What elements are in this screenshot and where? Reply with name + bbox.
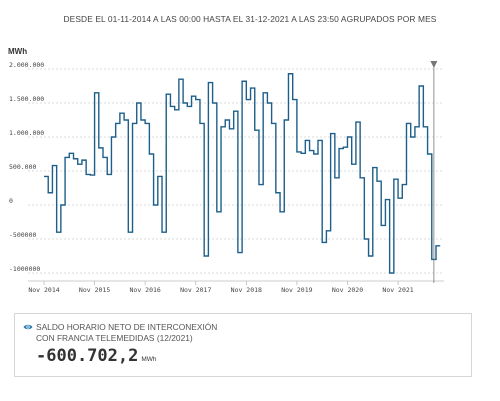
line-chart[interactable]: 2.000.000 1.500.000 1.000.000 500.000 0 -5000…	[0, 0, 500, 300]
x-tick-label: Nov 2014	[28, 286, 59, 294]
series-line	[44, 73, 441, 274]
info-title-line-1: SALDO HORARIO NETO DE INTERCONEXIÓN	[36, 322, 218, 332]
info-value: -600.702,2 MWh	[36, 346, 157, 366]
y-tick-label: 1.000.000	[9, 129, 44, 137]
y-tick-label: 0	[9, 197, 13, 205]
info-card: SALDO HORARIO NETO DE INTERCONEXIÓN CON …	[14, 313, 472, 377]
x-tick-label: Nov 2020	[332, 286, 363, 294]
date-range-header: DESDE EL 01-11-2014 A LAS 00:00 HASTA EL…	[63, 14, 437, 24]
y-tick-label: 2.000.000	[9, 61, 44, 69]
y-axis-unit: MWh	[8, 47, 28, 56]
x-tick-label: Nov 2015	[79, 286, 110, 294]
x-tick-labels: Nov 2014 Nov 2015 Nov 2016 Nov 2017 Nov 2018…	[28, 281, 414, 294]
x-tick-label: Nov 2019	[281, 286, 312, 294]
info-value-unit: MWh	[141, 356, 157, 363]
grid-layer	[28, 68, 444, 274]
eye-icon[interactable]	[23, 323, 33, 331]
info-title: SALDO HORARIO NETO DE INTERCONEXIÓN CON …	[36, 322, 217, 344]
y-tick-label: 1.500.000	[9, 95, 44, 103]
y-tick-labels: 2.000.000 1.500.000 1.000.000 500.000 0 -5000…	[9, 61, 44, 273]
y-tick-label: -500000	[9, 231, 36, 239]
x-tick-label: Nov 2017	[180, 286, 211, 294]
x-tick-label: Nov 2016	[130, 286, 161, 294]
y-tick-label: -1000000	[9, 265, 40, 273]
info-title-line-2: CON FRANCIA TELEMEDIDAS (12/2021)	[36, 333, 193, 343]
x-tick-label: Nov 2021	[382, 286, 413, 294]
info-value-number: -600.702,2	[36, 346, 139, 366]
x-tick-label: Nov 2018	[231, 286, 262, 294]
hover-cursor-marker[interactable]	[430, 61, 438, 68]
y-tick-label: 500.000	[9, 163, 36, 171]
